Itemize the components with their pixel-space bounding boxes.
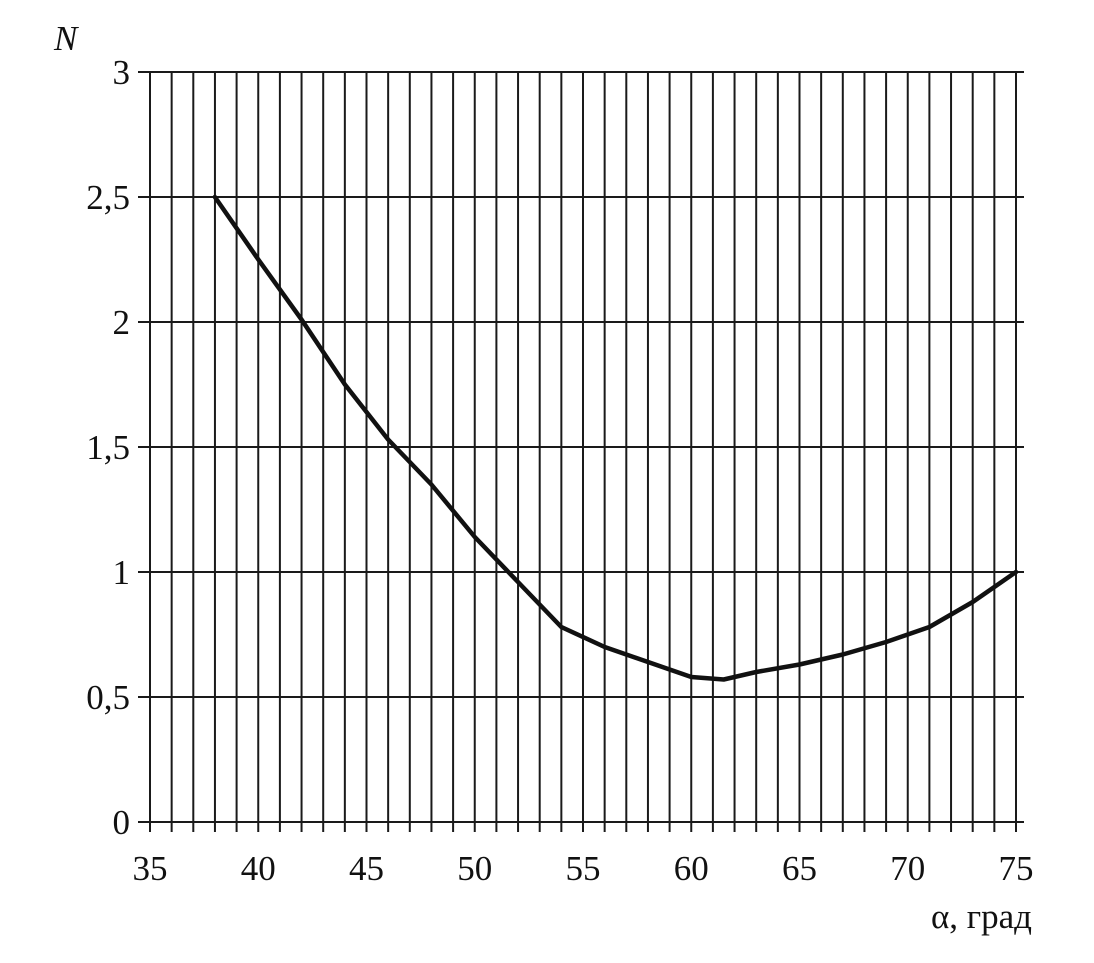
y-tick-label: 0,5 bbox=[86, 678, 130, 717]
x-tick-label: 60 bbox=[674, 849, 709, 888]
y-tick-label: 1 bbox=[113, 553, 131, 592]
x-tick-label: 45 bbox=[349, 849, 384, 888]
x-tick-label: 70 bbox=[890, 849, 925, 888]
y-tick-label: 0 bbox=[113, 803, 131, 842]
x-axis-label: α, град bbox=[931, 897, 1032, 936]
series-layer bbox=[212, 194, 1019, 682]
x-tick-label: 35 bbox=[133, 849, 168, 888]
y-axis-label: N bbox=[53, 19, 79, 58]
series-line bbox=[212, 194, 1019, 682]
y-tick-label: 2,5 bbox=[86, 178, 130, 217]
x-tick-label: 65 bbox=[782, 849, 817, 888]
y-tick-label: 2 bbox=[113, 303, 131, 342]
y-axis-ticks: 0 0,5 1 1,5 2 2,5 3 bbox=[86, 53, 130, 842]
x-axis-ticks: 35 40 45 50 55 60 65 70 75 bbox=[133, 849, 1034, 888]
x-tick-label: 75 bbox=[999, 849, 1034, 888]
y-tick-label: 3 bbox=[113, 53, 131, 92]
x-tick-label: 50 bbox=[457, 849, 492, 888]
x-tick-label: 40 bbox=[241, 849, 276, 888]
grid bbox=[138, 71, 1024, 832]
y-tick-label: 1,5 bbox=[86, 428, 130, 467]
x-tick-label: 55 bbox=[566, 849, 601, 888]
